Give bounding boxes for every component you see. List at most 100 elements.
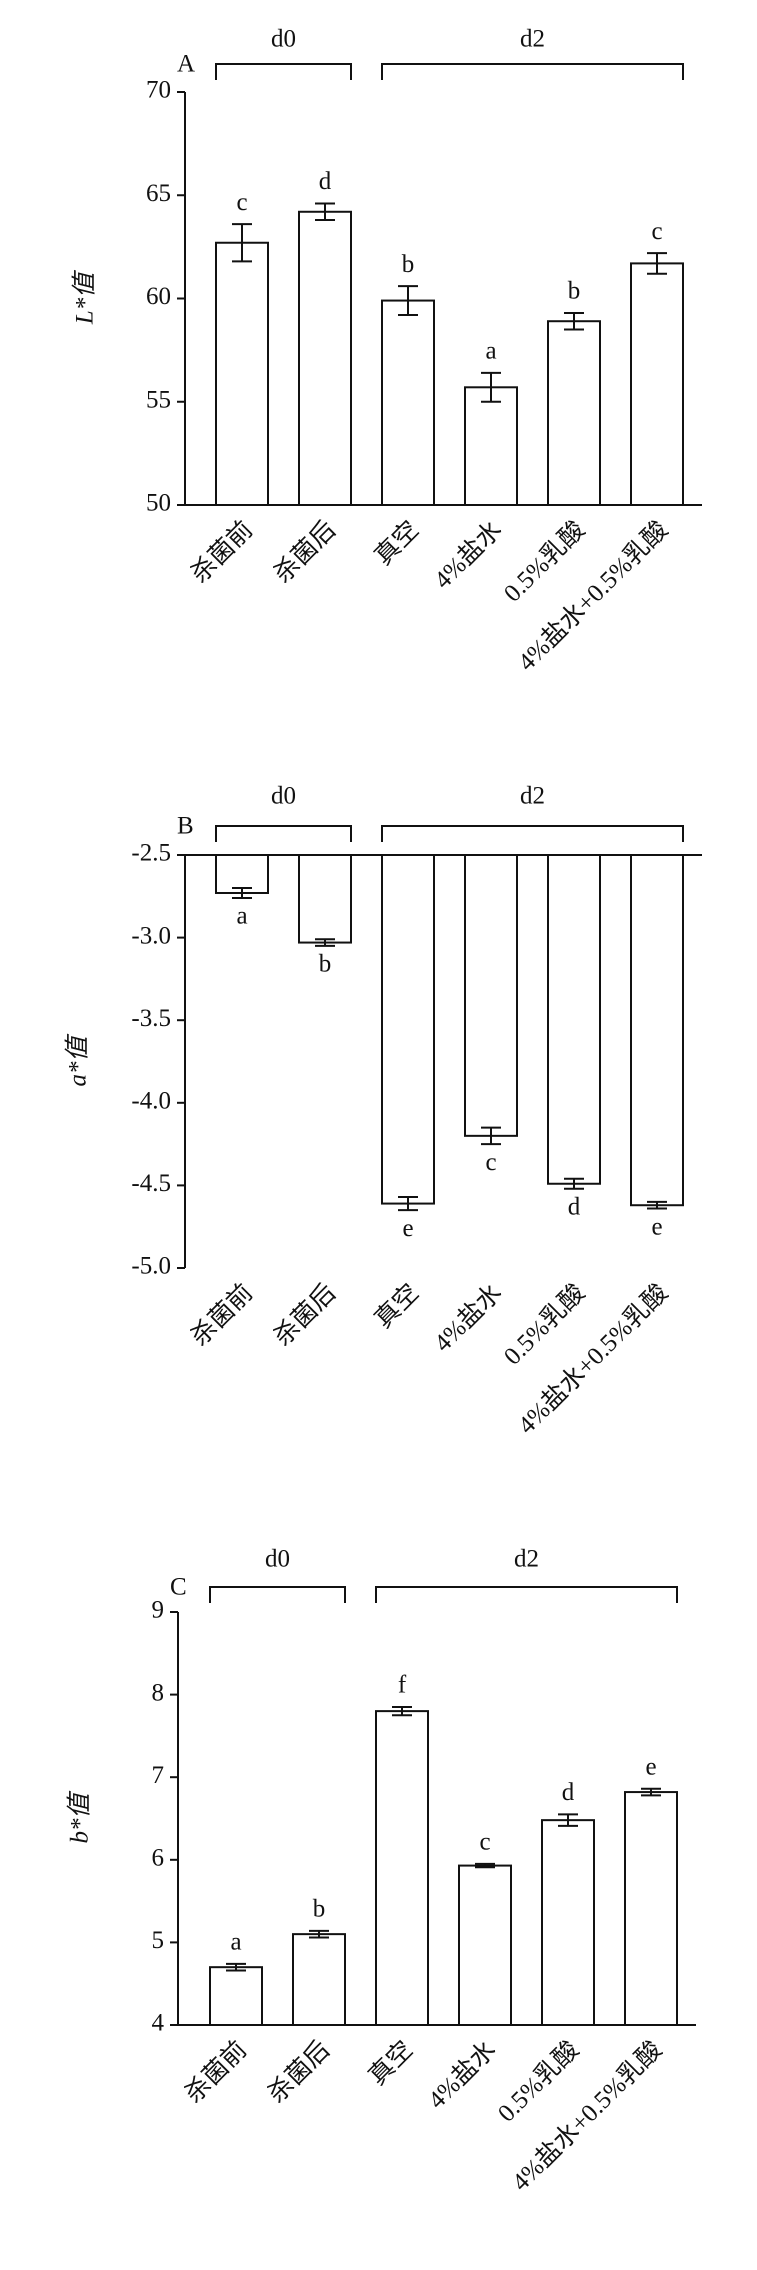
error-bar xyxy=(475,1862,495,1869)
group-label: d0 xyxy=(265,1546,290,1573)
y-tick-label: -4.0 xyxy=(131,1088,171,1115)
y-tick-label: -3.5 xyxy=(131,1005,171,1032)
error-bar xyxy=(481,1126,501,1146)
bar xyxy=(464,854,518,1137)
error-bar xyxy=(232,887,252,899)
bar xyxy=(298,854,352,944)
y-axis-title: b*值 xyxy=(67,1791,94,1844)
x-tick-label: 4%盐水+0.5%乳酸 xyxy=(512,515,673,676)
significance-letter: f xyxy=(398,1672,407,1699)
bar xyxy=(547,854,601,1185)
significance-letter: c xyxy=(236,189,247,216)
bar xyxy=(215,241,269,506)
error-bar xyxy=(647,252,667,275)
error-bar xyxy=(315,938,335,947)
significance-letter: a xyxy=(230,1929,241,1956)
significance-letter: c xyxy=(651,218,662,245)
bar xyxy=(209,1966,263,2027)
bar xyxy=(630,262,684,506)
error-bar xyxy=(558,1813,578,1827)
error-bar xyxy=(315,202,335,222)
error-bar xyxy=(309,1929,329,1939)
x-tick-label: 杀菌前 xyxy=(185,515,258,588)
significance-letter: e xyxy=(645,1753,656,1780)
error-bar xyxy=(481,371,501,403)
y-tick-label: -5.0 xyxy=(131,1253,171,1280)
bar xyxy=(464,386,518,507)
group-bracket xyxy=(375,1586,678,1603)
y-tick-label: 70 xyxy=(146,77,171,104)
y-tick-label: -2.5 xyxy=(131,840,171,867)
significance-letter: e xyxy=(402,1215,413,1242)
y-tick-label: 55 xyxy=(146,386,171,413)
y-tick-label: 8 xyxy=(152,1679,165,1706)
error-bar xyxy=(641,1787,661,1797)
group-label: d0 xyxy=(271,26,296,53)
y-tick-label: 4 xyxy=(152,2010,165,2037)
group-bracket xyxy=(215,63,352,80)
significance-letter: d xyxy=(562,1779,575,1806)
error-bar xyxy=(564,311,584,331)
panel-label: A xyxy=(177,51,195,78)
error-bar xyxy=(398,1195,418,1212)
error-bar xyxy=(392,1705,412,1717)
significance-letter: c xyxy=(485,1149,496,1176)
y-tick-label: 50 xyxy=(146,490,171,517)
error-bar xyxy=(564,1177,584,1190)
x-tick-label: 4%盐水 xyxy=(423,2035,502,2114)
bar xyxy=(381,299,435,506)
x-tick-label: 4%盐水 xyxy=(429,515,508,594)
significance-letter: e xyxy=(651,1213,662,1240)
significance-letter: a xyxy=(485,338,496,365)
x-tick-label: 杀菌后 xyxy=(268,515,341,588)
group-label: d2 xyxy=(514,1546,539,1573)
x-tick-label: 4%盐水+0.5%乳酸 xyxy=(506,2035,667,2196)
x-tick-label: 真空 xyxy=(363,2035,418,2090)
error-bar xyxy=(398,285,418,317)
y-tick-label: 6 xyxy=(152,1845,165,1872)
y-tick-label: 7 xyxy=(152,1762,165,1789)
bar xyxy=(215,854,269,894)
x-tick-label: 杀菌前 xyxy=(185,1278,258,1351)
significance-letter: b xyxy=(568,278,581,305)
x-tick-label: 杀菌前 xyxy=(179,2035,252,2108)
group-bracket xyxy=(209,1586,346,1603)
y-tick-label: -3.0 xyxy=(131,922,171,949)
y-tick-label: 9 xyxy=(152,1597,165,1624)
bar xyxy=(624,1791,678,2026)
error-bar xyxy=(232,223,252,263)
bar xyxy=(381,854,435,1205)
bar xyxy=(375,1710,429,2026)
group-bracket xyxy=(215,825,352,842)
group-label: d0 xyxy=(271,783,296,810)
bar xyxy=(292,1933,346,2027)
x-tick-label: 真空 xyxy=(369,1278,424,1333)
significance-letter: d xyxy=(319,168,332,195)
x-tick-label: 杀菌后 xyxy=(268,1278,341,1351)
x-tick-label: 杀菌后 xyxy=(262,2035,335,2108)
x-tick-label: 4%盐水+0.5%乳酸 xyxy=(512,1278,673,1439)
x-tick-label: 真空 xyxy=(369,515,424,570)
x-tick-label: 4%盐水 xyxy=(429,1278,508,1357)
group-label: d2 xyxy=(520,26,545,53)
bar xyxy=(630,854,684,1207)
y-tick-label: -4.5 xyxy=(131,1170,171,1197)
bar xyxy=(298,210,352,507)
y-axis-title: a*值 xyxy=(65,1034,92,1087)
group-bracket xyxy=(381,825,684,842)
significance-letter: b xyxy=(402,251,415,278)
error-bar xyxy=(647,1200,667,1210)
significance-letter: b xyxy=(313,1896,326,1923)
significance-letter: c xyxy=(479,1829,490,1856)
y-tick-label: 5 xyxy=(152,1927,165,1954)
y-tick-label: 65 xyxy=(146,180,171,207)
error-bar xyxy=(226,1962,246,1972)
panel-label: C xyxy=(170,1574,187,1601)
y-axis-title: L*值 xyxy=(72,270,99,325)
bar xyxy=(541,1819,595,2026)
significance-letter: d xyxy=(568,1193,581,1220)
panel-label: B xyxy=(177,813,194,840)
y-tick-label: 60 xyxy=(146,283,171,310)
